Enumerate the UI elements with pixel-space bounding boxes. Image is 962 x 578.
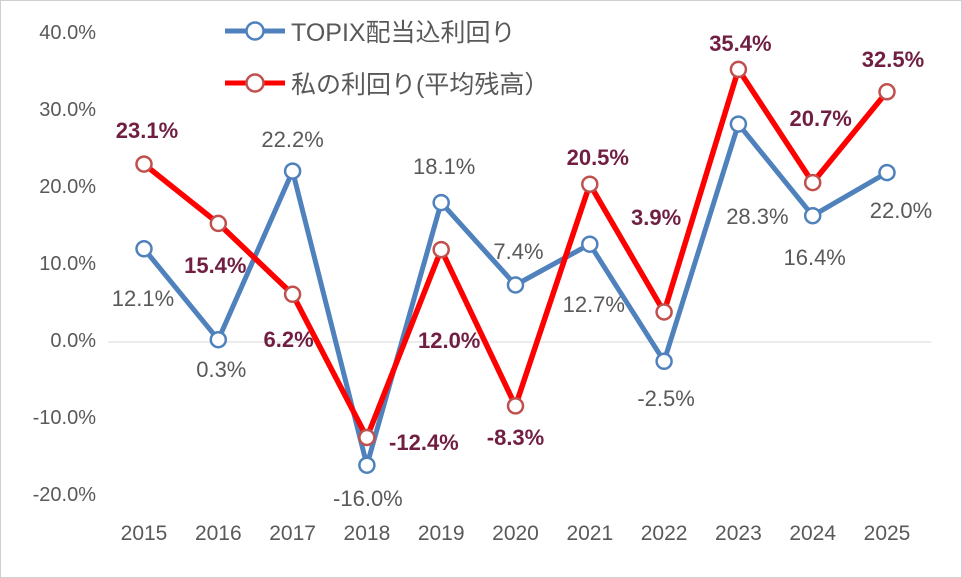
x-axis-tick-label: 2021 <box>566 522 614 545</box>
data-point-marker[interactable] <box>432 193 450 212</box>
data-point-marker[interactable] <box>729 115 748 133</box>
data-point-label: 0.3% <box>196 356 247 382</box>
data-point-label: 23.1% <box>115 118 179 144</box>
data-point-marker[interactable] <box>283 162 302 180</box>
data-point-marker[interactable] <box>358 428 376 447</box>
data-point-label: 35.4% <box>709 31 772 57</box>
data-point-label: 12.0% <box>417 327 481 353</box>
x-axis-tick-label: 2020 <box>492 522 539 545</box>
data-point-label: 3.9% <box>631 204 682 230</box>
data-point-marker[interactable] <box>432 240 450 259</box>
x-axis-tick-label: 2016 <box>194 522 242 545</box>
data-point-marker[interactable] <box>655 352 673 371</box>
data-point-marker[interactable] <box>506 276 525 294</box>
data-point-label: 22.2% <box>261 127 324 153</box>
y-axis-tick-label: 20.0% <box>39 176 96 198</box>
data-point-label: 32.5% <box>861 46 925 72</box>
y-axis-tick-label: 30.0% <box>39 99 96 121</box>
data-point-marker[interactable] <box>878 163 896 182</box>
data-point-label: -16.0% <box>333 486 403 512</box>
data-point-label: 20.5% <box>566 145 629 171</box>
data-point-marker[interactable] <box>135 155 153 173</box>
data-point-label: -12.4% <box>389 430 459 456</box>
data-point-marker[interactable] <box>729 60 748 79</box>
y-axis-tick-label: -20.0% <box>32 484 96 506</box>
data-point-marker[interactable] <box>135 240 153 258</box>
y-axis-tick-label: -10.0% <box>32 407 96 429</box>
data-point-marker[interactable] <box>803 173 822 192</box>
legend-marker-topix-icon <box>225 21 285 41</box>
data-point-label: 12.1% <box>111 285 175 311</box>
y-axis-tick-label: 10.0% <box>39 253 96 275</box>
data-point-marker[interactable] <box>506 397 525 415</box>
legend-label-my-yield: 私の利回り(平均残高） <box>291 71 550 99</box>
data-point-marker[interactable] <box>581 175 599 193</box>
data-point-marker[interactable] <box>878 83 896 101</box>
x-axis-tick-label: 2025 <box>863 522 911 545</box>
data-point-label: 22.0% <box>869 197 933 223</box>
data-point-label: 28.3% <box>726 204 789 230</box>
data-point-marker[interactable] <box>283 285 302 304</box>
data-point-marker[interactable] <box>655 303 673 321</box>
data-point-label: -2.5% <box>637 386 695 412</box>
data-point-label: 6.2% <box>263 327 314 353</box>
data-point-marker[interactable] <box>581 235 599 253</box>
data-point-marker[interactable] <box>209 330 228 349</box>
legend-item-my-yield[interactable]: 私の利回り(平均残高） <box>223 67 549 99</box>
data-point-label: 7.4% <box>493 239 544 265</box>
data-point-marker[interactable] <box>209 214 228 233</box>
legend: TOPIX配当込利回り 私の利回り(平均残高） <box>223 15 549 119</box>
legend-item-topix[interactable]: TOPIX配当込利回り <box>223 15 549 47</box>
x-axis-tick-label: 2017 <box>269 522 316 545</box>
data-point-marker[interactable] <box>803 206 822 225</box>
x-axis-tick-label: 2019 <box>417 522 465 545</box>
x-axis-tick-label: 2018 <box>343 522 391 545</box>
x-axis-tick-label: 2024 <box>789 522 837 545</box>
x-axis-tick-label: 2023 <box>715 522 762 545</box>
x-axis-tick-label: 2022 <box>640 522 688 545</box>
legend-marker-my-yield-icon <box>225 73 285 93</box>
data-point-label: 18.1% <box>412 153 476 179</box>
x-axis-tick-label: 2015 <box>120 522 168 545</box>
data-point-label: 15.4% <box>184 253 247 279</box>
data-point-label: -8.3% <box>486 424 545 450</box>
y-axis-tick-label: 0.0% <box>50 330 96 352</box>
data-point-marker[interactable] <box>358 456 376 474</box>
data-point-label: 16.4% <box>783 244 846 270</box>
data-point-label: 12.7% <box>562 292 625 318</box>
data-point-label: 20.7% <box>789 105 852 131</box>
legend-label-topix: TOPIX配当込利回り <box>291 19 516 47</box>
y-axis-tick-label: 40.0% <box>39 22 96 44</box>
